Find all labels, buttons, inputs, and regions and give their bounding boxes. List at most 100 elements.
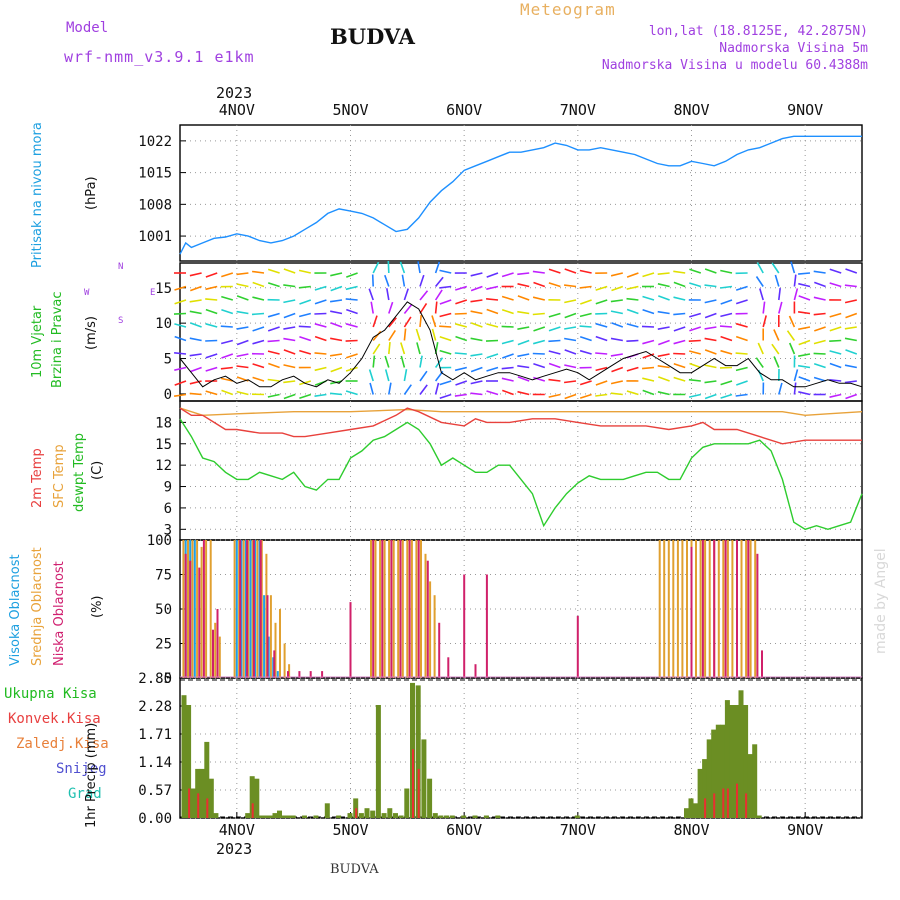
wind-arrow [372, 261, 380, 274]
wind-arrow [501, 377, 514, 382]
wind-arrow [829, 339, 842, 342]
mid-cloud-bar [415, 540, 418, 678]
wind-arrow [813, 376, 826, 382]
wind-arrow [610, 272, 623, 277]
total-rain-bar [181, 695, 187, 818]
wind-arrow [735, 352, 748, 355]
low-cloud-bar [390, 540, 393, 678]
wind-arrow [267, 268, 280, 274]
total-rain-bar [404, 788, 410, 818]
precip-label-conv: Konvek.Kisa [8, 711, 101, 727]
wind-arrow [283, 393, 296, 400]
wind-arrow [434, 289, 443, 301]
wind-arrow [205, 366, 218, 372]
wind-arrow [704, 337, 717, 342]
wind-arrow [384, 355, 390, 368]
wind-arrow [236, 326, 249, 330]
wind-arrow [564, 268, 577, 274]
xtick-label-top: 4NOV [219, 101, 255, 119]
wind-arrow [419, 370, 428, 382]
ytick-label: 100 [147, 533, 172, 549]
wind-arrow [189, 310, 202, 315]
wind-arrow [314, 285, 327, 291]
low-cloud-bar [266, 595, 269, 678]
wind-arrow [236, 339, 249, 346]
total-rain-bar [249, 776, 255, 818]
high-cloud-bar [249, 540, 252, 678]
precip-label-snow: Snijeg [56, 761, 107, 777]
low-cloud-bar [756, 553, 759, 678]
wind-arrow [439, 325, 452, 328]
wind-arrow [642, 309, 655, 315]
wind-arrow [642, 295, 655, 301]
wind-arrow [735, 366, 748, 372]
wind-arrow [517, 365, 530, 369]
wind-arrow [673, 296, 686, 301]
wind-arrow [798, 272, 811, 275]
compass-n: N [118, 262, 124, 272]
mid-cloud-bar [717, 540, 720, 678]
wind-arrow [813, 270, 826, 274]
wind-arrow [403, 303, 413, 315]
wind-arrow [735, 299, 748, 305]
wind-arrow [798, 376, 811, 382]
xtick-label-bottom: 4NOV [219, 821, 255, 839]
wind-arrow [220, 339, 234, 345]
wind-arrow [798, 282, 811, 288]
wind-arrow [434, 261, 441, 274]
wind-arrow [788, 342, 796, 355]
wind-arrow [829, 393, 842, 398]
ytick-label: 15 [155, 281, 172, 297]
panel-frame-2 [179, 400, 863, 541]
total-rain-bar [427, 778, 433, 818]
wind-arrow-field [173, 260, 858, 400]
wind-arrow [252, 339, 265, 345]
xtick-label-bottom: 8NOV [673, 821, 709, 839]
ytick-label: 75 [155, 568, 172, 584]
wind-arrow [798, 391, 811, 396]
wind-arrow [771, 262, 780, 274]
wind-arrow [401, 274, 406, 287]
ytick-label: 25 [155, 637, 172, 653]
wind-arrow [283, 337, 296, 342]
station-title: BUDVA [330, 24, 415, 49]
wind-arrow [173, 393, 187, 397]
wind-arrow [773, 356, 780, 368]
total-rain-bar [693, 803, 698, 818]
total-rain-bar [747, 754, 753, 818]
wind-arrow [205, 390, 218, 396]
wind-arrow [434, 382, 440, 395]
wind-arrow [283, 326, 296, 330]
panel-frame-0 [179, 124, 863, 262]
wind-arrow [813, 352, 826, 355]
low-cloud-bar [321, 671, 324, 678]
wind-arrow [486, 285, 499, 290]
total-rain-bar [495, 815, 501, 818]
low-cloud-bar [246, 540, 249, 678]
total-rain-bar [258, 815, 264, 818]
wind-arrow [314, 335, 327, 342]
mid-cloud-bar [406, 540, 409, 678]
wind-arrow [174, 380, 187, 386]
high-cloud-bar [272, 657, 275, 678]
wind-arrow [345, 353, 358, 359]
mid-cloud-bar [370, 540, 372, 678]
wind-arrow [579, 312, 592, 318]
wind-arrow [221, 389, 234, 396]
mid-cloud-bar [218, 636, 221, 678]
wind-arrow [345, 285, 358, 291]
ytick-label: 1008 [138, 197, 172, 213]
wind-arrow [786, 330, 796, 341]
wind-arrow [564, 337, 577, 342]
wind-arrow [252, 296, 265, 301]
wind-arrow [330, 322, 343, 328]
low-cloud-bar [408, 540, 411, 678]
ytick-label: 3 [164, 522, 172, 538]
low-cloud-bar [747, 540, 750, 678]
mid-cloud-bar [274, 622, 277, 678]
wind-arrow [533, 326, 546, 332]
wind-arrow [774, 274, 780, 287]
low-cloud-bar [349, 602, 352, 678]
wind-arrow [403, 369, 408, 382]
mid-cloud-bar [681, 540, 684, 678]
